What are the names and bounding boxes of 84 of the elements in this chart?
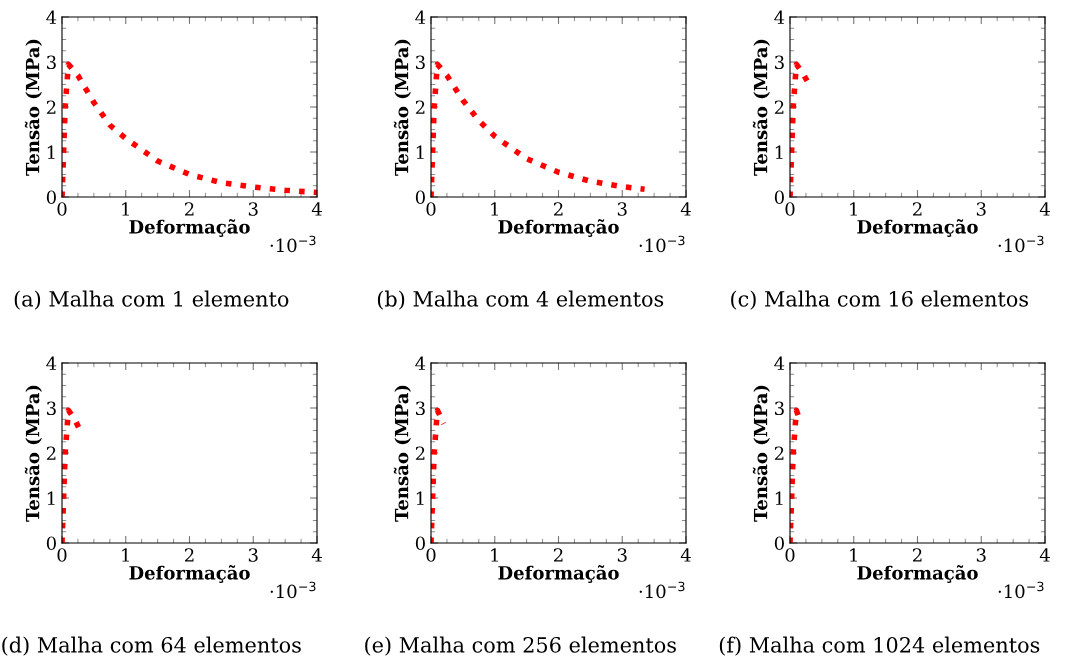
- x-tick-label: 4: [311, 548, 322, 562]
- y-tick-label: 0: [774, 190, 784, 205]
- y-tick-label: 4: [774, 356, 785, 370]
- y-tick-label: 3: [416, 55, 425, 70]
- x-tick-label: 1: [850, 202, 857, 216]
- y-tick-label: 0: [774, 536, 784, 551]
- y-tick-label: 2: [774, 100, 784, 114]
- x-tick-label: 4: [680, 202, 691, 216]
- x-tick-label: 2: [184, 202, 194, 216]
- x-tick-label: 4: [311, 202, 322, 216]
- x-tick-label: 0: [785, 548, 795, 562]
- y-tick-label: 0: [415, 190, 425, 205]
- y-tick-label: 1: [416, 145, 424, 159]
- x-tick-label: 1: [122, 202, 129, 216]
- x-tick-label: 4: [1039, 202, 1050, 216]
- x-axis-title: Deformação: [498, 219, 619, 237]
- x-tick-label: 2: [912, 202, 922, 216]
- x-tick-label: 0: [57, 548, 67, 562]
- y-tick-label: 0: [46, 190, 56, 205]
- x-axis-title: Deformação: [129, 565, 250, 583]
- x-tick-label: 3: [976, 202, 986, 216]
- y-tick-label: 4: [415, 356, 426, 370]
- y-tick-label: 1: [775, 491, 783, 505]
- x-axis-title: Deformação: [857, 219, 978, 237]
- y-axis-title: Tensão (MPa): [24, 39, 42, 176]
- x-tick-label: 3: [976, 548, 986, 562]
- y-tick-label: 2: [46, 100, 56, 114]
- x-tick-label: 1: [491, 202, 498, 216]
- x-tick-label: 1: [850, 548, 857, 562]
- text: ·10$^{−3}$: [998, 235, 1044, 253]
- y-tick-label: 2: [415, 446, 425, 460]
- y-tick-label: 4: [46, 356, 57, 370]
- x-tick-label: 0: [57, 202, 67, 216]
- x-tick-label: 3: [617, 548, 627, 562]
- x-axis-title: Deformação: [129, 219, 250, 237]
- y-axis-title: Tensão (MPa): [393, 39, 411, 176]
- y-axis-title: Tensão (MPa): [752, 385, 770, 522]
- text: (e) Malha com 256 elementos: [365, 636, 676, 656]
- y-tick-label: 1: [416, 491, 424, 505]
- x-tick-label: 3: [248, 548, 258, 562]
- x-axis-title: Deformação: [857, 565, 978, 583]
- x-tick-label: 2: [553, 202, 563, 216]
- text: ·10$^{−3}$: [270, 581, 316, 599]
- x-axis-title: Deformação: [498, 565, 619, 583]
- y-tick-label: 3: [775, 401, 784, 416]
- text: ·10$^{−3}$: [639, 235, 685, 253]
- text: (a) Malha com 1 elemento: [14, 290, 289, 310]
- text: ·10$^{−3}$: [639, 581, 685, 599]
- x-tick-label: 0: [426, 548, 436, 562]
- x-tick-label: 0: [426, 202, 436, 216]
- y-tick-label: 4: [415, 10, 426, 24]
- y-tick-label: 0: [415, 536, 425, 551]
- x-tick-label: 3: [617, 202, 627, 216]
- y-tick-label: 3: [47, 401, 56, 416]
- text: (f) Malha com 1024 elementos: [719, 636, 1040, 656]
- x-tick-label: 3: [248, 202, 258, 216]
- text: (b) Malha com 4 elementos: [377, 290, 664, 310]
- y-tick-label: 2: [774, 446, 784, 460]
- x-tick-label: 2: [912, 548, 922, 562]
- y-tick-label: 3: [416, 401, 425, 416]
- y-axis-title: Tensão (MPa): [24, 385, 42, 522]
- text: (d) Malha com 64 elementos: [2, 636, 301, 656]
- text: ·10$^{−3}$: [998, 581, 1044, 599]
- y-axis-title: Tensão (MPa): [393, 385, 411, 522]
- x-tick-label: 4: [680, 548, 691, 562]
- x-tick-label: 4: [1039, 548, 1050, 562]
- x-tick-label: 1: [122, 548, 129, 562]
- text: (c) Malha com 16 elementos: [731, 290, 1028, 310]
- y-tick-label: 2: [46, 446, 56, 460]
- y-tick-label: 3: [775, 55, 784, 70]
- y-tick-label: 4: [774, 10, 785, 24]
- y-tick-label: 0: [46, 536, 56, 551]
- text: ·10$^{−3}$: [270, 235, 316, 253]
- y-tick-label: 1: [47, 491, 55, 505]
- y-tick-label: 4: [46, 10, 57, 24]
- y-tick-label: 3: [47, 55, 56, 70]
- x-tick-label: 2: [553, 548, 563, 562]
- x-tick-label: 1: [491, 548, 498, 562]
- y-tick-label: 1: [775, 145, 783, 159]
- y-tick-label: 1: [47, 145, 55, 159]
- y-axis-title: Tensão (MPa): [752, 39, 770, 176]
- x-tick-label: 2: [184, 548, 194, 562]
- x-tick-label: 0: [785, 202, 795, 216]
- y-tick-label: 2: [415, 100, 425, 114]
